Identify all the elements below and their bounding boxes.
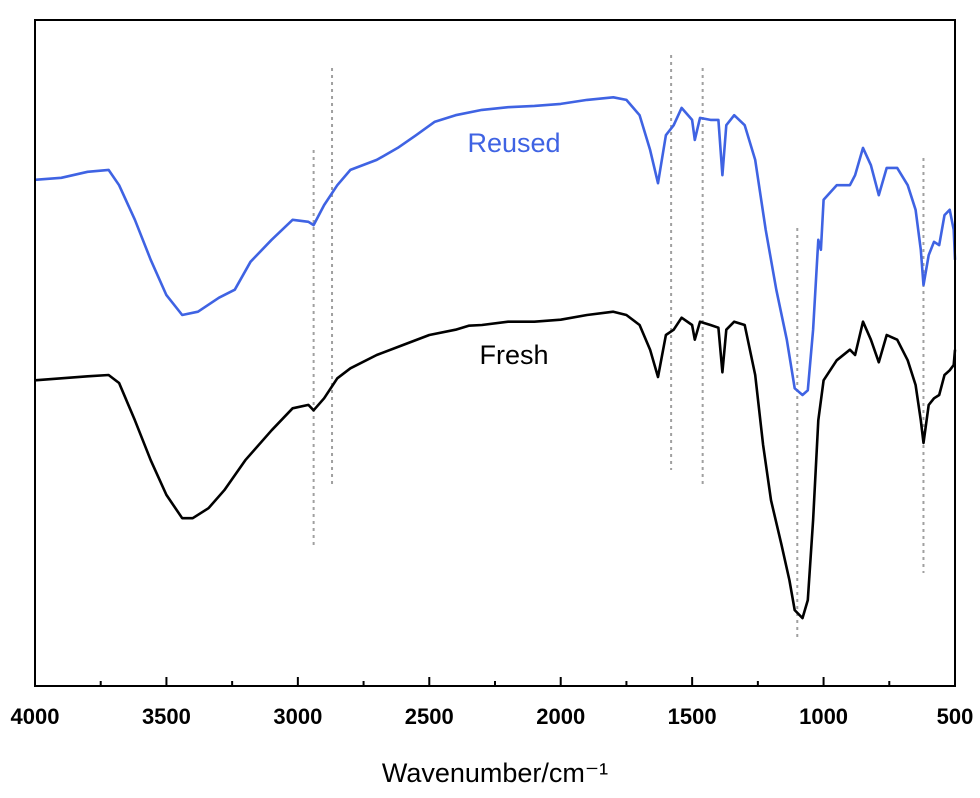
- x-axis-label: Wavenumber/cm⁻¹: [382, 758, 608, 788]
- x-tick-label: 1000: [799, 704, 848, 729]
- x-tick-label: 2500: [405, 704, 454, 729]
- x-tick-label: 3500: [142, 704, 191, 729]
- series-label: Reused: [467, 128, 560, 158]
- series-label: Fresh: [479, 340, 548, 370]
- x-tick-label: 500: [937, 704, 974, 729]
- x-tick-label: 2000: [536, 704, 585, 729]
- x-tick-label: 1500: [668, 704, 717, 729]
- x-tick-label: 3000: [273, 704, 322, 729]
- spectrum-line: [34, 310, 957, 620]
- spectrum-line: [34, 96, 957, 397]
- x-tick-label: 4000: [11, 704, 60, 729]
